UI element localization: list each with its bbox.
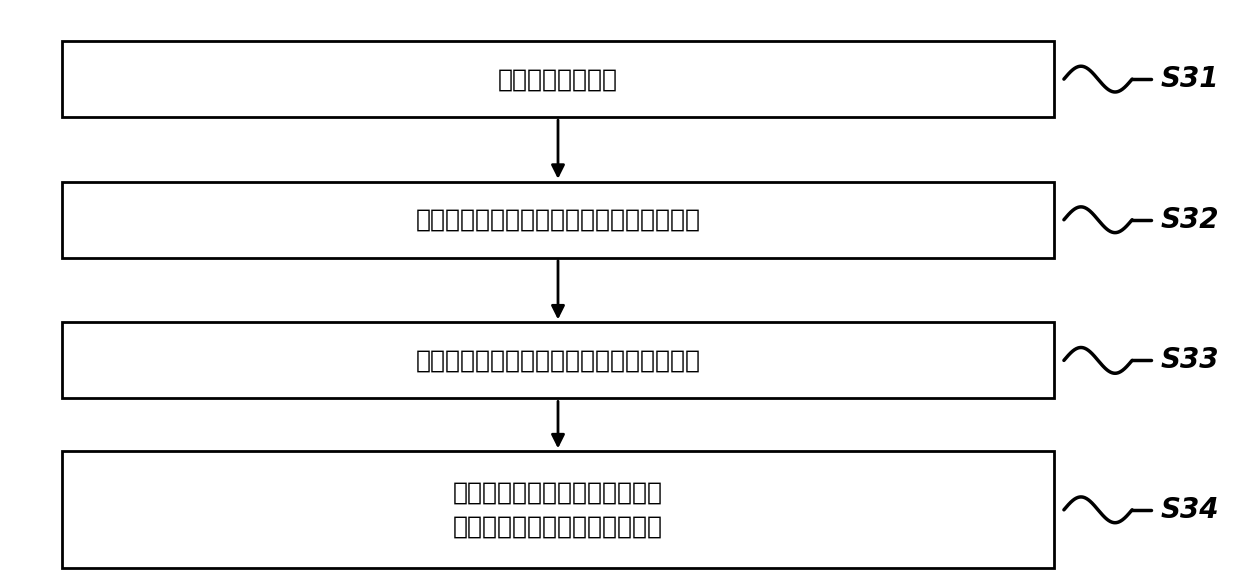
Text: 对手部图像信息进行识别处理得到识别结果: 对手部图像信息进行识别处理得到识别结果 bbox=[415, 349, 701, 372]
Bar bbox=[62, 322, 1054, 398]
Text: S31: S31 bbox=[1161, 65, 1219, 93]
Bar bbox=[62, 41, 1054, 117]
Bar bbox=[62, 182, 1054, 258]
Text: 将识别结果及与识别结果对应的
模式信息关联存储至手势列表中: 将识别结果及与识别结果对应的 模式信息关联存储至手势列表中 bbox=[453, 481, 663, 539]
Text: 根据手势设置指令采集用户的手部图像信息: 根据手势设置指令采集用户的手部图像信息 bbox=[415, 208, 701, 231]
Text: S33: S33 bbox=[1161, 346, 1219, 374]
Text: S32: S32 bbox=[1161, 206, 1219, 234]
Text: 接收手势设置指令: 接收手势设置指令 bbox=[498, 67, 618, 91]
Bar bbox=[62, 451, 1054, 568]
Text: S34: S34 bbox=[1161, 496, 1219, 524]
